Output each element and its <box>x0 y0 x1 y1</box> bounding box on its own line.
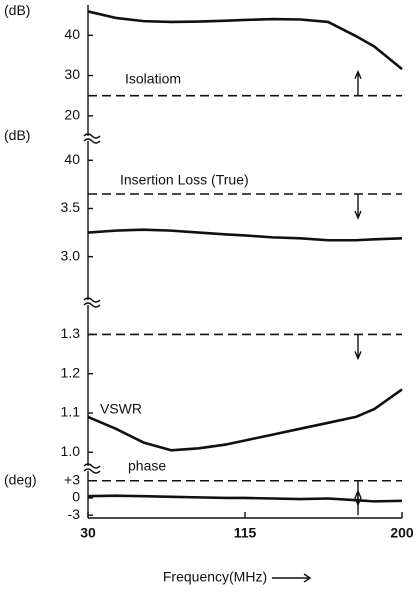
limit-arrow <box>354 334 362 361</box>
limit-arrow <box>354 69 362 96</box>
series-label: phase <box>128 458 166 474</box>
y-tick-label: 20 <box>64 107 80 123</box>
series-line <box>87 10 403 71</box>
y-unit: (deg) <box>4 471 37 487</box>
series-line <box>87 228 403 242</box>
y-tick-label: 1.2 <box>61 364 81 380</box>
y-tick-label: +3 <box>64 471 80 487</box>
axis-break <box>83 133 101 144</box>
axis-break <box>83 297 101 308</box>
series-line <box>87 388 403 452</box>
y-tick-label: 40 <box>64 151 80 167</box>
y-unit: (dB) <box>4 2 30 18</box>
x-axis-title: Frequency(MHz) <box>163 569 267 585</box>
y-tick-label: 1.3 <box>61 325 81 341</box>
y-tick-label: 1.1 <box>61 404 81 420</box>
series-label: Insertion Loss (True) <box>120 172 249 188</box>
x-axis-arrow <box>272 573 312 583</box>
x-tick-label: 30 <box>80 525 96 541</box>
series-line <box>87 494 403 503</box>
limit-arrow <box>354 489 362 516</box>
series-label: VSWR <box>100 401 142 417</box>
y-unit: (dB) <box>4 127 30 143</box>
x-tick-label: 200 <box>390 525 414 541</box>
y-tick-label: 40 <box>64 26 80 42</box>
x-tick-label: 115 <box>234 525 257 541</box>
limit-arrow <box>354 194 362 220</box>
y-tick-label: -3 <box>68 506 81 522</box>
y-tick-label: 3.0 <box>61 247 81 263</box>
y-tick-label: 3.5 <box>61 199 81 215</box>
y-tick-label: 0 <box>72 489 80 505</box>
series-label: Isolatiom <box>125 71 181 87</box>
y-tick-label: 1.0 <box>61 443 81 459</box>
y-tick-label: 30 <box>64 66 80 82</box>
axis-break <box>83 463 101 474</box>
